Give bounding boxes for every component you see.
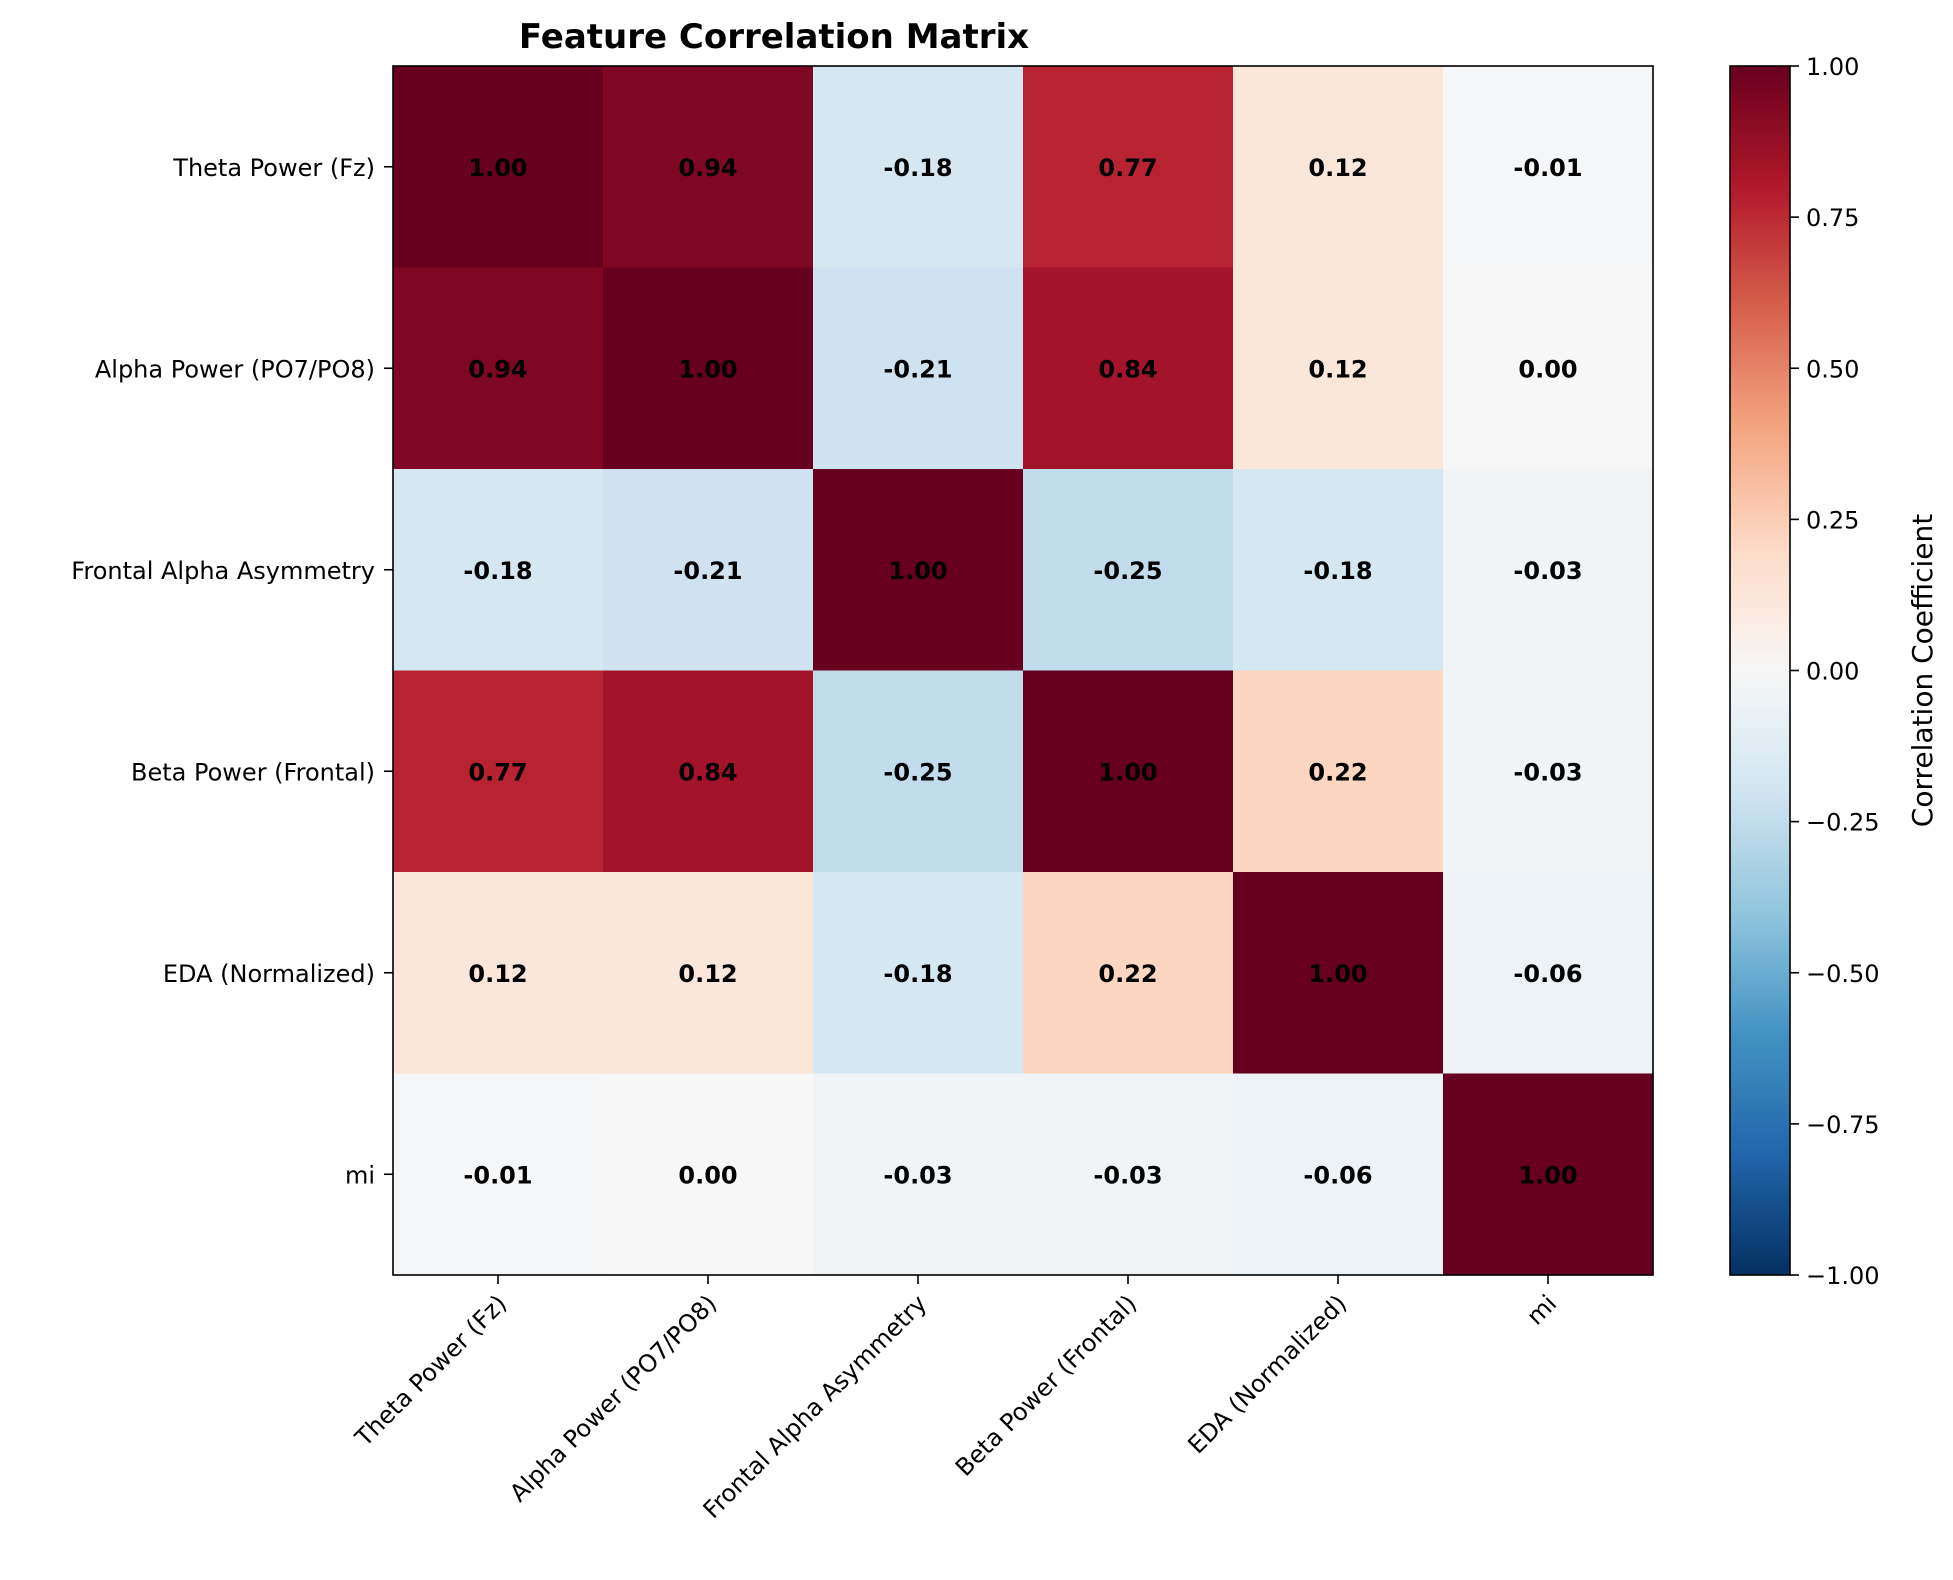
colorbar-tick-label: −1.00 xyxy=(1806,1262,1880,1290)
heatmap-cell xyxy=(1233,267,1444,470)
cell-value-label: 0.00 xyxy=(1518,355,1577,383)
cell-value-label: 1.00 xyxy=(1308,960,1367,988)
y-axis-ticks: Theta Power (Fz) Alpha Power (PO7/PO8) Fro… xyxy=(71,154,393,1189)
cell-value-label: 0.84 xyxy=(1098,355,1157,383)
cell-value-label: -0.03 xyxy=(1093,1161,1162,1189)
y-tick-label: mi xyxy=(345,1161,375,1189)
y-tick-label: Frontal Alpha Asymmetry xyxy=(71,557,375,585)
heatmap-frame xyxy=(392,65,1654,1276)
colorbar-tick-label: 0.25 xyxy=(1806,506,1859,534)
heatmap-cell xyxy=(393,872,604,1075)
cell-value-label: -0.25 xyxy=(883,758,952,786)
colorbar-tick-label: 0.75 xyxy=(1806,204,1859,232)
heatmap-cell xyxy=(1443,469,1654,672)
heatmap-cell xyxy=(1023,872,1234,1075)
y-tick-label: EDA (Normalized) xyxy=(163,960,375,988)
cell-value-label: 0.84 xyxy=(678,758,737,786)
cell-value-label: -0.18 xyxy=(1303,557,1372,585)
cell-value-label: 1.00 xyxy=(678,355,737,383)
colorbar-tick-label: −0.75 xyxy=(1806,1111,1880,1139)
cell-value-label: -0.21 xyxy=(883,355,952,383)
heatmap-cell xyxy=(1233,66,1444,269)
cell-value-label: -0.18 xyxy=(883,960,952,988)
cell-value-label: -0.21 xyxy=(673,557,742,585)
heatmap-cell xyxy=(393,66,604,269)
cell-value-label: 0.22 xyxy=(1098,960,1157,988)
cell-value-label: -0.06 xyxy=(1303,1161,1372,1189)
heatmap-cell xyxy=(813,469,1024,672)
heatmap-cell xyxy=(393,267,604,470)
colorbar-tick-label: 0.00 xyxy=(1806,658,1859,686)
cell-value-label: -0.06 xyxy=(1513,960,1582,988)
cell-value-label: 0.12 xyxy=(678,960,737,988)
cell-value-label: -0.18 xyxy=(463,557,532,585)
cell-value-label: 0.22 xyxy=(1308,758,1367,786)
chart-title: Feature Correlation Matrix xyxy=(519,17,1029,57)
cell-value-label: 0.12 xyxy=(1308,154,1367,182)
cell-value-label: -0.18 xyxy=(883,154,952,182)
heatmap-value-labels: 1.00 0.94 -0.18 0.77 0.12 -0.01 0.94 1.00 -0.21 0… xyxy=(463,154,1582,1190)
cell-value-label: 1.00 xyxy=(468,154,527,182)
heatmap-cell xyxy=(603,670,814,873)
heatmap-cell xyxy=(1443,872,1654,1075)
heatmap-cell xyxy=(603,872,814,1075)
cell-value-label: 1.00 xyxy=(1518,1161,1577,1189)
cell-value-label: 0.12 xyxy=(1308,355,1367,383)
heatmap-cell xyxy=(813,872,1024,1075)
colorbar-tick-label: −0.25 xyxy=(1806,809,1880,837)
heatmap-cell xyxy=(1023,267,1234,470)
cell-value-label: -0.03 xyxy=(883,1161,952,1189)
heatmap-cell xyxy=(1023,670,1234,873)
heatmap-cell xyxy=(603,1073,814,1276)
heatmap-cell xyxy=(813,670,1024,873)
heatmap-cell xyxy=(1023,469,1234,672)
cell-value-label: 0.00 xyxy=(678,1161,737,1189)
colorbar-tick-label: 0.50 xyxy=(1806,355,1859,383)
heatmap-cell xyxy=(813,1073,1024,1276)
heatmap-cell xyxy=(393,670,604,873)
heatmap-cell xyxy=(1233,1073,1444,1276)
heatmap-cell xyxy=(393,469,604,672)
cell-value-label: 0.77 xyxy=(1098,154,1157,182)
heatmap-cell xyxy=(1443,670,1654,873)
cell-value-label: -0.25 xyxy=(1093,557,1162,585)
heatmap-cell xyxy=(1233,469,1444,672)
cell-value-label: -0.01 xyxy=(1513,154,1582,182)
colorbar-tick-label: 1.00 xyxy=(1806,53,1859,81)
colorbar xyxy=(1729,65,1791,1276)
heatmap-cell xyxy=(1233,670,1444,873)
heatmap-cell xyxy=(1443,267,1654,470)
heatmap-cell xyxy=(603,66,814,269)
heatmap-cell xyxy=(393,1073,604,1276)
heatmap-cell xyxy=(1443,1073,1654,1276)
heatmap-cell xyxy=(1233,872,1444,1075)
y-tick-label: Beta Power (Frontal) xyxy=(131,758,375,786)
heatmap-cell xyxy=(1443,66,1654,269)
heatmap-cell xyxy=(813,66,1024,269)
heatmap-cell xyxy=(813,267,1024,470)
cell-value-label: 0.94 xyxy=(468,355,527,383)
colorbar-ticks: 1.00 0.75 0.50 0.25 0.00 −0.25 −0.50 −0.75 −1.00 xyxy=(1790,53,1880,1290)
cell-value-label: -0.03 xyxy=(1513,758,1582,786)
cell-value-label: 1.00 xyxy=(1098,758,1157,786)
heatmap-cell xyxy=(603,267,814,470)
colorbar-tick-label: −0.50 xyxy=(1806,960,1880,988)
cell-value-label: 1.00 xyxy=(888,557,947,585)
heatmap-cell xyxy=(1023,1073,1234,1276)
cell-value-label: 0.12 xyxy=(468,960,527,988)
colorbar-label: Correlation Coefficient xyxy=(1906,514,1939,827)
heatmap-cell xyxy=(603,469,814,672)
heatmap-cell xyxy=(1023,66,1234,269)
cell-value-label: -0.03 xyxy=(1513,557,1582,585)
cell-value-label: -0.01 xyxy=(463,1161,532,1189)
y-tick-label: Theta Power (Fz) xyxy=(172,154,375,182)
cell-value-label: 0.77 xyxy=(468,758,527,786)
heatmap-cells xyxy=(393,66,1654,1276)
y-tick-label: Alpha Power (PO7/PO8) xyxy=(95,355,375,383)
cell-value-label: 0.94 xyxy=(678,154,737,182)
